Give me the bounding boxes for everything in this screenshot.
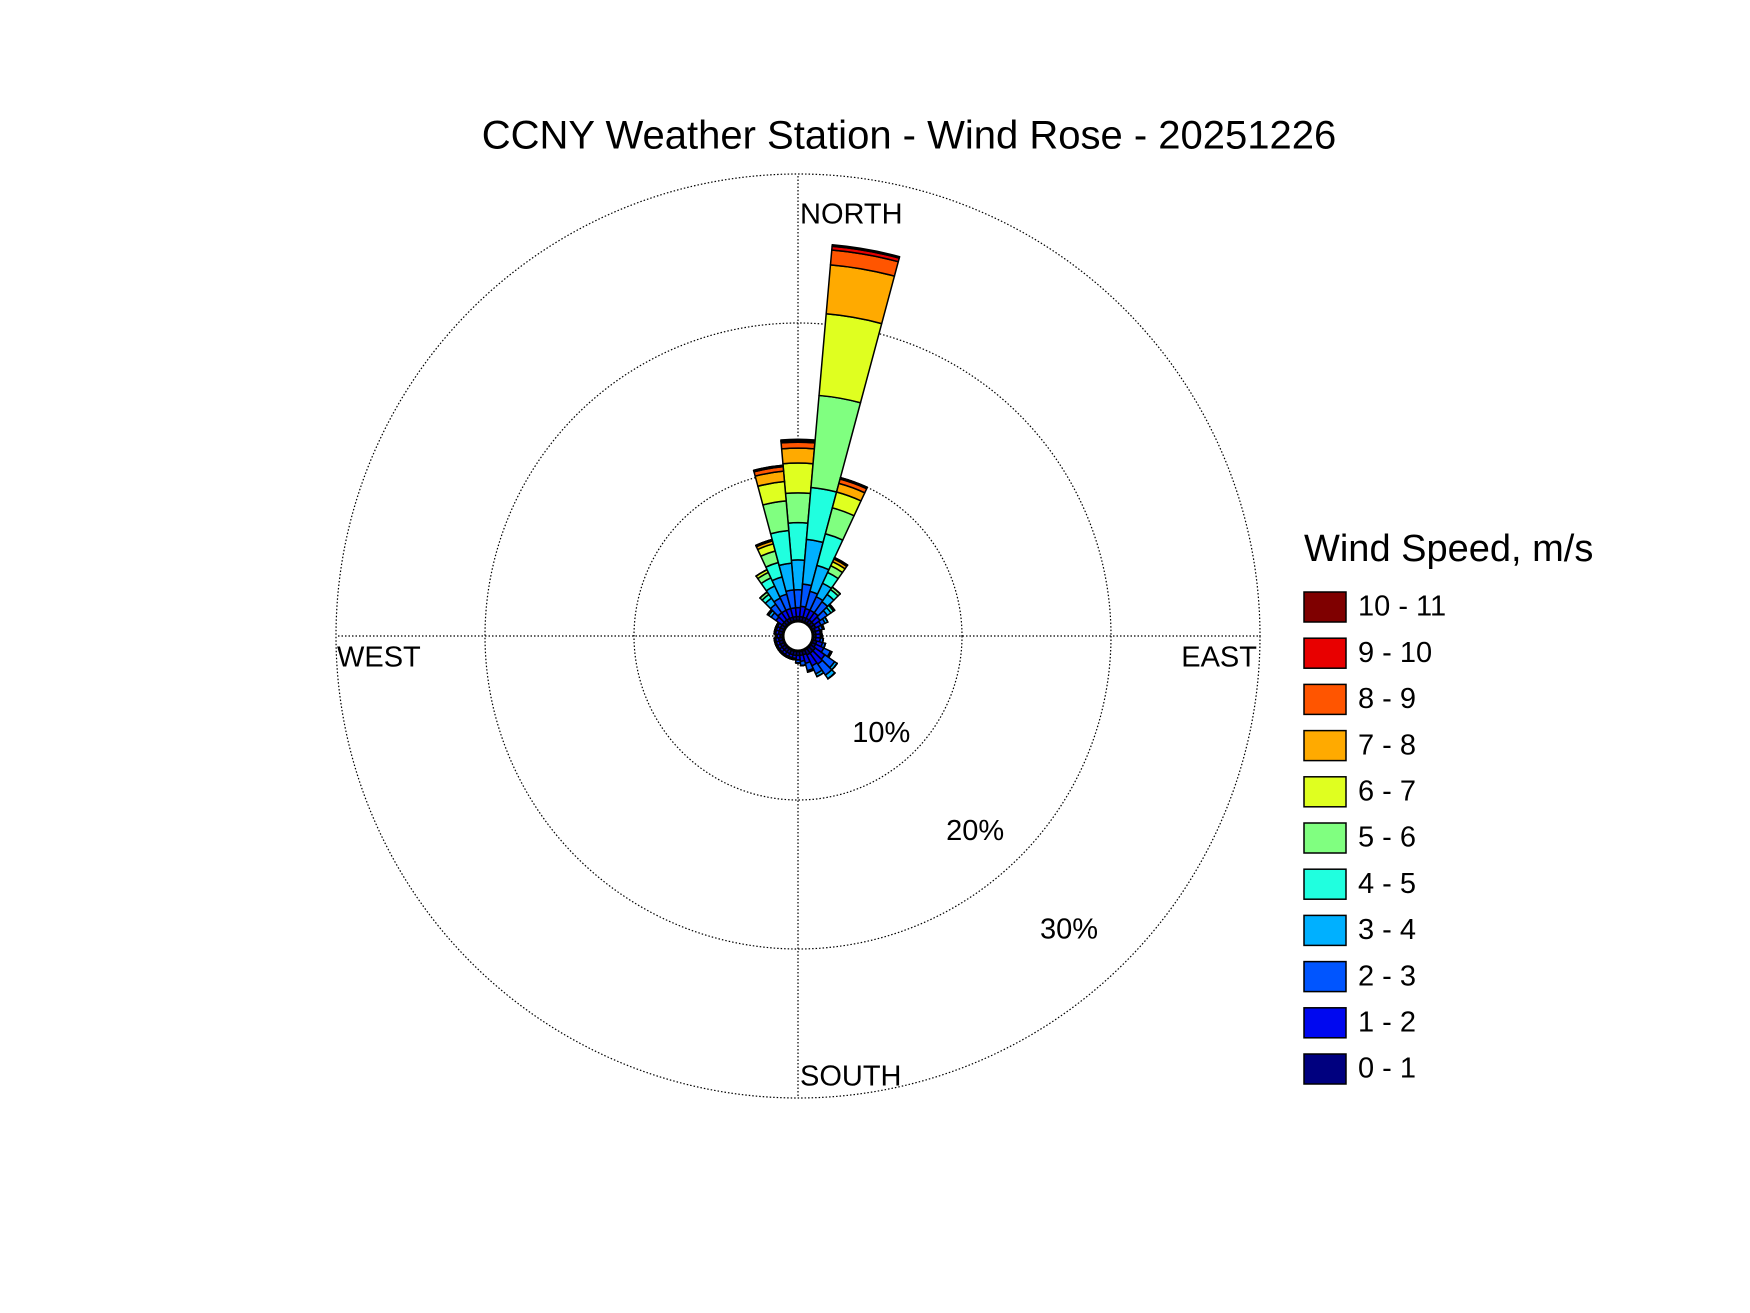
- legend-label: 2 - 3: [1358, 960, 1416, 992]
- legend-label: 4 - 5: [1358, 868, 1416, 900]
- legend-swatch: [1303, 868, 1347, 900]
- legend-swatch: [1303, 914, 1347, 947]
- legend-label: 9 - 10: [1358, 637, 1432, 669]
- legend-swatch: [1303, 637, 1347, 669]
- bar-segment: [784, 492, 812, 524]
- center-hole: [781, 619, 815, 653]
- bar-segment: [821, 623, 825, 630]
- legend-label: 7 - 8: [1358, 729, 1416, 761]
- bar-segment: [780, 438, 816, 443]
- legend-swatch: [1303, 776, 1347, 808]
- legend-label: 5 - 6: [1358, 822, 1416, 854]
- legend-swatch: [1303, 591, 1347, 623]
- legend-swatch: [1303, 729, 1347, 762]
- legend-swatch: [1303, 683, 1347, 716]
- legend-title: Wind Speed, m/s: [1304, 528, 1593, 570]
- grid-circle: [484, 322, 1112, 950]
- legend-swatch: [1303, 822, 1347, 854]
- bar-segment: [752, 464, 784, 472]
- legend-swatch: [1303, 1053, 1347, 1085]
- grid: [335, 173, 1261, 1099]
- bar-segment: [833, 556, 849, 566]
- legend-label: 8 - 9: [1358, 683, 1416, 715]
- legend-label: 1 - 2: [1358, 1006, 1416, 1038]
- legend-swatch: [1303, 1007, 1347, 1039]
- bar-segment: [824, 616, 829, 623]
- legend-label: 6 - 7: [1358, 775, 1416, 807]
- grid-circle: [335, 173, 1261, 1099]
- bar-segment: [780, 447, 816, 465]
- bar-segment: [831, 586, 841, 595]
- bar-segment: [799, 664, 807, 667]
- direction-label: NORTH: [800, 199, 903, 231]
- bar-segment: [816, 671, 825, 678]
- bar-segment: [762, 500, 790, 535]
- bar-segment: [810, 394, 862, 493]
- bar-segment: [839, 476, 869, 489]
- bar-segment: [818, 313, 883, 404]
- r-tick-label: 10%: [852, 717, 910, 749]
- bar-segment: [828, 603, 836, 612]
- legend-label: 10 - 11: [1358, 591, 1446, 623]
- bar-segment: [806, 669, 815, 673]
- grid-circle: [633, 471, 963, 801]
- legend-label: 0 - 1: [1358, 1053, 1416, 1085]
- direction-label: EAST: [1181, 642, 1257, 674]
- direction-label: SOUTH: [800, 1061, 902, 1093]
- bars: [752, 244, 901, 680]
- bar-segment: [773, 637, 776, 643]
- bar-segment: [831, 244, 901, 259]
- r-tick-label: 20%: [946, 815, 1004, 847]
- chart-title: CCNY Weather Station - Wind Rose - 20251…: [482, 114, 1337, 158]
- legend-swatch: [1303, 960, 1347, 993]
- r-tick-label: 30%: [1040, 914, 1098, 946]
- bar-segment: [782, 462, 814, 495]
- legend-label: 3 - 4: [1358, 914, 1416, 946]
- direction-label: WEST: [337, 642, 421, 674]
- bar-segment: [827, 672, 836, 680]
